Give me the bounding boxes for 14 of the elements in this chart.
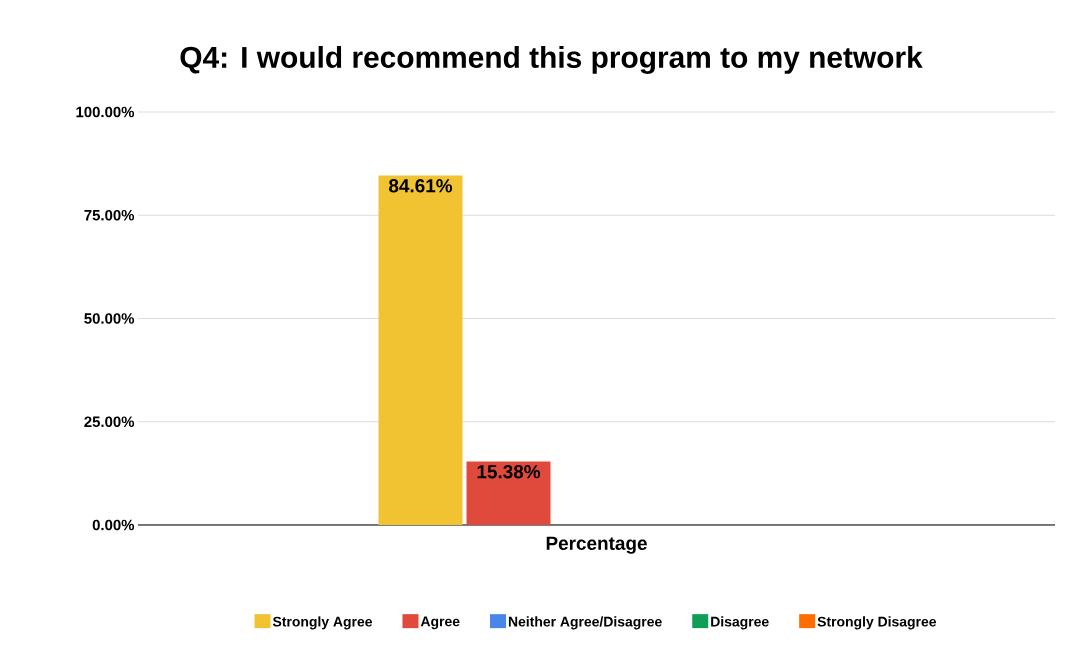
y-tick-label: 0.00% xyxy=(92,519,135,531)
x-tick-label: Percentage xyxy=(546,536,647,554)
legend-label: Agree xyxy=(420,616,460,630)
y-tick-label: 100.00% xyxy=(76,106,135,118)
legend-label: Strongly Agree xyxy=(272,616,372,630)
y-tick-label: 75.00% xyxy=(84,209,135,221)
data-label: 84.61% xyxy=(389,179,453,193)
data-label: 15.38% xyxy=(477,464,541,479)
y-tick-label: 50.00% xyxy=(84,313,135,324)
y-tick-label: 25.00% xyxy=(84,416,135,428)
legend-label: Neither Agree/Disagree xyxy=(508,616,662,630)
legend-label: Disagree xyxy=(711,616,769,630)
chart-title: Q4: I would recommend this program to my network xyxy=(180,45,923,74)
legend-label: Strongly Disagree xyxy=(817,616,937,630)
